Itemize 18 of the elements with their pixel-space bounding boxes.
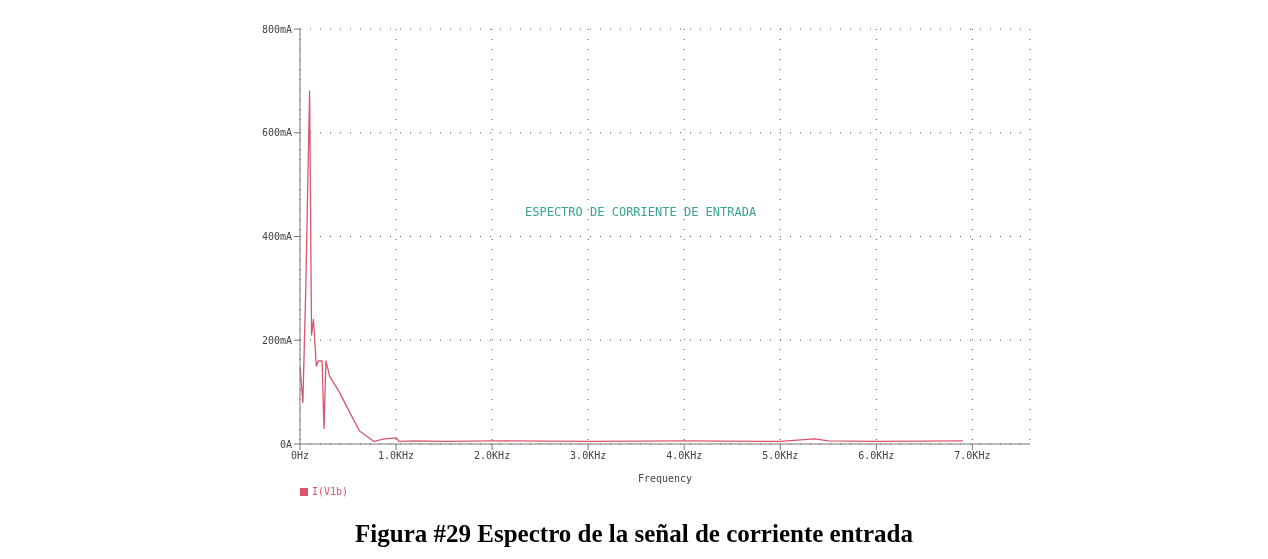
x-tick-label: 0Hz: [290, 450, 310, 462]
text: Figura #29 Espectro de la señal de corriente entrada: [354, 520, 914, 548]
x-tick-label: 4.0KHz: [666, 450, 703, 462]
annotation: ESPECTRO DE CORRIENTE DE ENTRADA: [525, 205, 757, 219]
x-tick-label: 7.0KHz: [954, 450, 991, 462]
y-tick-label: 200mA: [261, 334, 292, 346]
x-tick-label: 6.0KHz: [858, 450, 895, 462]
y-tick-label: 800mA: [261, 23, 292, 35]
x-tick-label: 5.0KHz: [762, 450, 799, 462]
x-tick-label: 1.0KHz: [377, 450, 415, 462]
y-tick-label: 0A: [279, 438, 292, 450]
y-tick-label: 600mA: [261, 127, 292, 139]
x-tick-label: 2.0KHz: [474, 450, 511, 462]
line-series: [300, 90, 964, 443]
y-tick-label: 400mA: [261, 231, 292, 243]
x-axis-title: Frequency: [637, 473, 693, 484]
legend-label: I(V1b): [312, 486, 349, 497]
x-tick-label: 3.0KHz: [570, 450, 607, 462]
